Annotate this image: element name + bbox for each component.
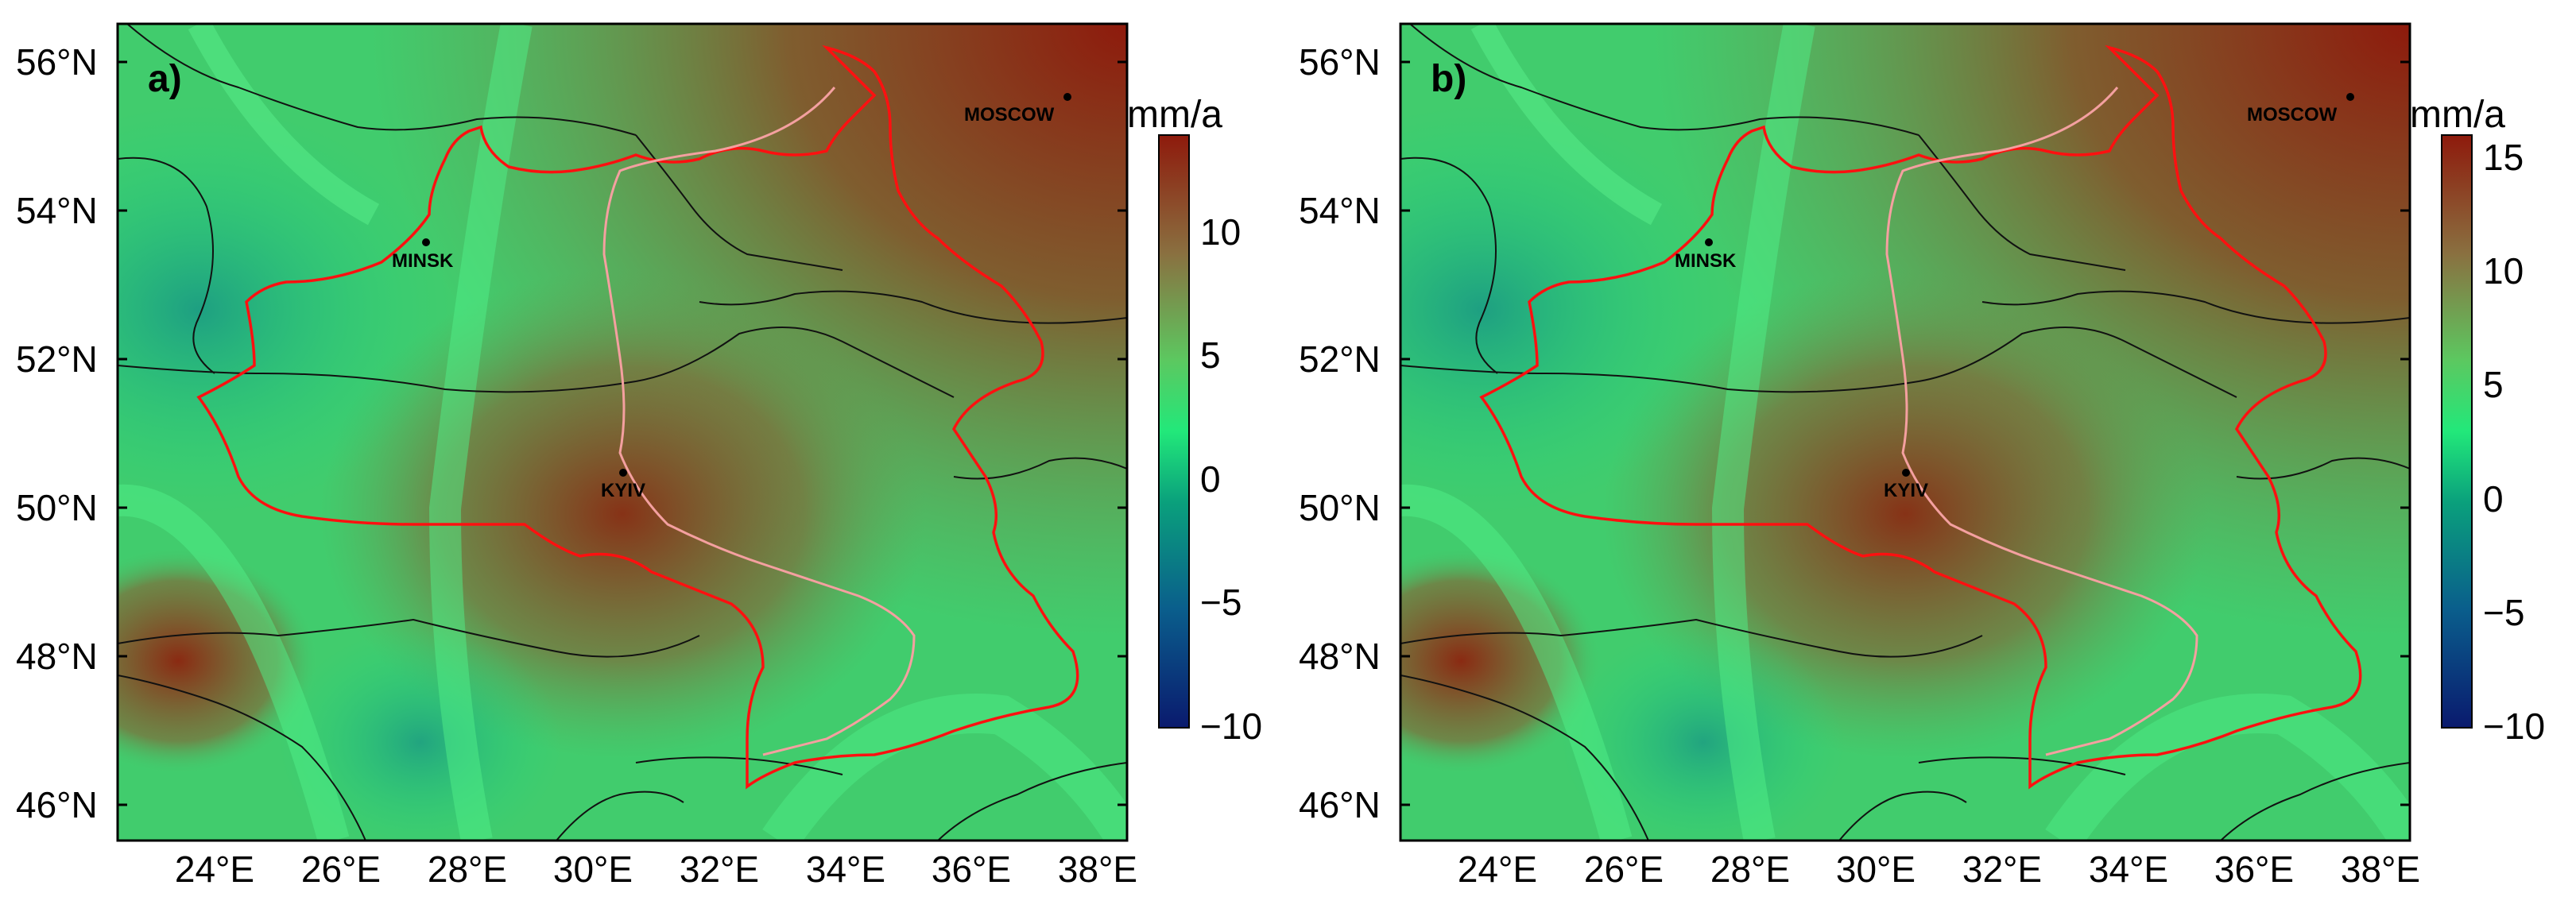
svg-text:54°N: 54°N — [1299, 190, 1381, 231]
panel-b-city-moscow: MOSCOW — [2247, 93, 2354, 126]
svg-text:52°N: 52°N — [1299, 338, 1381, 380]
panel-a-region-outline — [196, 44, 1079, 790]
panel-b-city-kyiv: KYIV — [1884, 469, 1928, 501]
svg-text:50°N: 50°N — [16, 487, 98, 528]
panel-a: MINSK KYIV MOSCOW a) 56°N 54°N — [16, 22, 1262, 890]
svg-text:36°E: 36°E — [932, 848, 1011, 890]
svg-text:28°E: 28°E — [1710, 848, 1790, 890]
svg-text:46°N: 46°N — [16, 784, 98, 825]
svg-text:MINSK: MINSK — [392, 250, 454, 272]
svg-text:−10: −10 — [2483, 705, 2545, 747]
panel-a-frame — [116, 22, 1129, 842]
panel-b-colorbar-unit: mm/a — [2410, 94, 2505, 136]
svg-text:30°E: 30°E — [1836, 848, 1916, 890]
svg-text:26°E: 26°E — [1584, 848, 1664, 890]
panel-b-colorbar: mm/a 15 10 5 0 −5 −10 — [2410, 94, 2545, 747]
panel-a-city-minsk: MINSK — [392, 238, 454, 272]
panel-b-inner-border — [1885, 87, 2198, 756]
svg-text:KYIV: KYIV — [1884, 480, 1928, 501]
svg-text:32°E: 32°E — [680, 848, 759, 890]
panel-a-city-kyiv: KYIV — [601, 469, 645, 501]
panel-a-letter: a) — [148, 58, 182, 100]
svg-text:50°N: 50°N — [1299, 487, 1381, 528]
svg-text:26°E: 26°E — [301, 848, 381, 890]
svg-text:−5: −5 — [1200, 582, 1242, 623]
svg-text:54°N: 54°N — [16, 190, 98, 231]
svg-text:24°E: 24°E — [175, 848, 254, 890]
svg-text:10: 10 — [1200, 211, 1241, 253]
svg-text:56°N: 56°N — [16, 41, 98, 83]
svg-text:48°N: 48°N — [1299, 636, 1381, 677]
panel-b-lat-labels: 56°N 54°N 52°N 50°N 48°N 46°N — [1299, 41, 1381, 825]
panel-a-inner-border — [602, 87, 916, 756]
svg-text:52°N: 52°N — [16, 338, 98, 380]
svg-text:48°N: 48°N — [16, 636, 98, 677]
panel-b-map-field: MINSK KYIV MOSCOW b) — [1400, 24, 2410, 841]
svg-text:38°E: 38°E — [2341, 848, 2420, 890]
panel-a-city-moscow: MOSCOW — [964, 93, 1071, 126]
svg-text:36°E: 36°E — [2214, 848, 2294, 890]
panel-b-lon-labels: 24°E 26°E 28°E 30°E 32°E 34°E 36°E 38°E — [1458, 848, 2420, 890]
svg-text:38°E: 38°E — [1058, 848, 1137, 890]
panel-a-colorbar-unit: mm/a — [1127, 94, 1222, 136]
panel-b: MINSK KYIV MOSCOW b) 56°N — [1299, 22, 2545, 890]
panel-b-region-outline — [1479, 44, 2362, 790]
svg-text:34°E: 34°E — [2089, 848, 2168, 890]
svg-text:34°E: 34°E — [806, 848, 885, 890]
panel-a-lat-labels: 56°N 54°N 52°N 50°N 48°N 46°N — [16, 41, 98, 825]
svg-text:56°N: 56°N — [1299, 41, 1381, 83]
svg-text:24°E: 24°E — [1458, 848, 1537, 890]
svg-text:−10: −10 — [1200, 705, 1262, 747]
svg-text:0: 0 — [2483, 478, 2504, 520]
panel-a-lon-labels: 24°E 26°E 28°E 30°E 32°E 34°E 36°E 38°E — [175, 848, 1137, 890]
svg-text:46°N: 46°N — [1299, 784, 1381, 825]
svg-text:−5: −5 — [2483, 592, 2524, 633]
svg-text:MOSCOW: MOSCOW — [964, 104, 1055, 126]
panel-b-letter: b) — [1431, 58, 1466, 100]
svg-text:30°E: 30°E — [553, 848, 633, 890]
svg-text:15: 15 — [2483, 137, 2524, 178]
panel-a-map-field: MINSK KYIV MOSCOW a) — [118, 24, 1127, 841]
svg-text:MINSK: MINSK — [1675, 250, 1737, 272]
svg-text:28°E: 28°E — [428, 848, 507, 890]
panel-b-frame — [1399, 22, 2411, 842]
panel-a-colorbar: mm/a 10 5 0 −5 −10 — [1127, 94, 1262, 747]
svg-text:32°E: 32°E — [1962, 848, 2042, 890]
svg-text:MOSCOW: MOSCOW — [2247, 104, 2338, 126]
panel-b-city-minsk: MINSK — [1675, 238, 1737, 272]
svg-text:5: 5 — [2483, 364, 2504, 405]
svg-text:10: 10 — [2483, 250, 2524, 292]
svg-text:5: 5 — [1200, 334, 1221, 376]
svg-text:0: 0 — [1200, 458, 1221, 500]
svg-text:KYIV: KYIV — [601, 480, 645, 501]
